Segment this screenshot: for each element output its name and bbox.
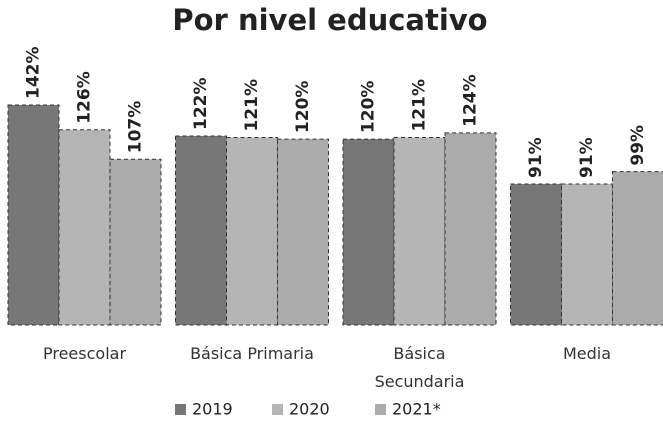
legend-label: 2021*: [392, 400, 441, 419]
legend-swatch: [375, 404, 386, 415]
bar: [561, 183, 613, 326]
chart-title: Por nivel educativo: [172, 3, 487, 37]
data-label: 107%: [126, 101, 146, 154]
data-label: 91%: [577, 137, 597, 178]
data-label: 122%: [191, 77, 211, 130]
bar: [109, 158, 162, 326]
data-label: 120%: [293, 81, 313, 134]
data-label: 91%: [526, 137, 546, 178]
data-label: 121%: [242, 79, 262, 132]
legend-label: 2019: [192, 400, 233, 419]
bar: [7, 104, 60, 326]
data-label: 121%: [410, 79, 430, 132]
data-label: 126%: [75, 71, 95, 124]
data-label: 99%: [628, 125, 648, 166]
bar: [444, 132, 497, 326]
bar: [612, 171, 663, 326]
x-tick-label: Básica Primaria: [190, 344, 314, 363]
data-label: 120%: [359, 81, 379, 134]
x-tick-label: Media: [562, 344, 612, 363]
bar: [342, 138, 395, 326]
bar: [175, 135, 227, 326]
data-label: 142%: [24, 46, 44, 99]
x-tick-label: Básica Secundaria: [374, 344, 465, 391]
legend-swatch: [272, 404, 283, 415]
bar: [277, 138, 329, 326]
bar: [393, 137, 446, 326]
bar: [226, 137, 278, 326]
data-label: 124%: [461, 74, 481, 127]
bar: [58, 129, 111, 326]
bar: [510, 183, 562, 326]
legend-swatch: [175, 404, 186, 415]
legend-label: 2020: [289, 400, 330, 419]
x-tick-label: Preescolar: [42, 344, 127, 363]
